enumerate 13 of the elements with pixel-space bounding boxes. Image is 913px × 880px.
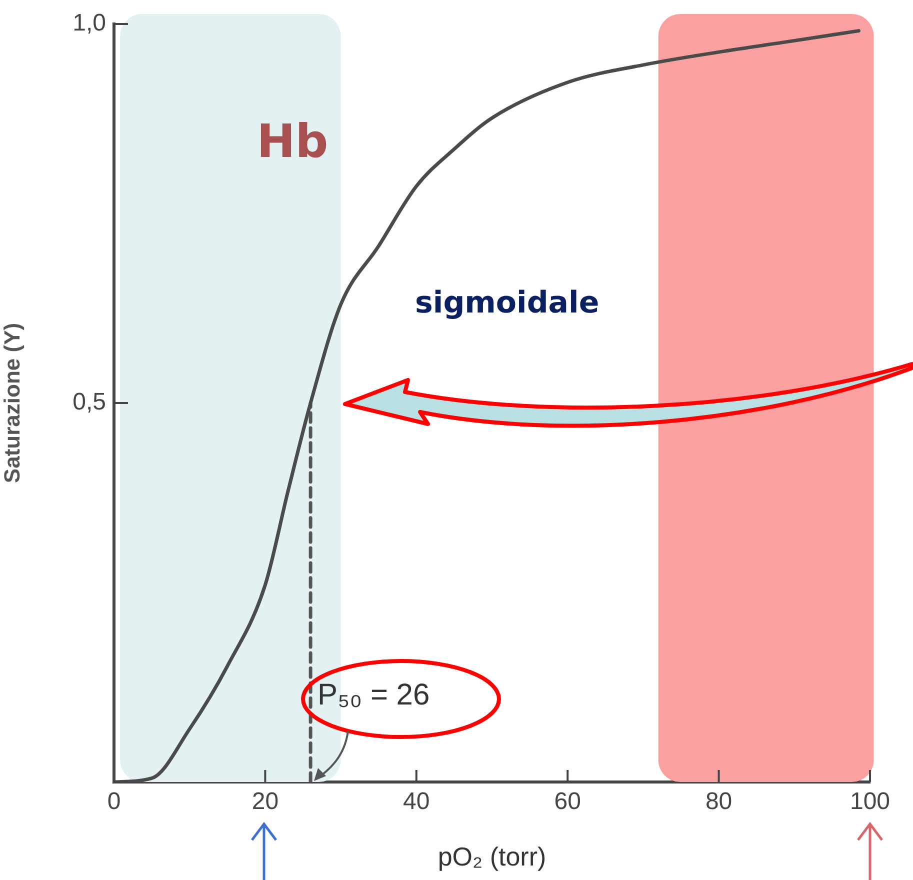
x-tick-label: 80: [705, 788, 732, 816]
y-tick-label: 1,0: [72, 10, 106, 37]
y-tick-label: 0,5: [72, 388, 106, 416]
x-tick-label: 0: [107, 788, 121, 816]
x-tick-label: 40: [403, 788, 430, 816]
x-tick-label: 100: [850, 788, 890, 816]
x-tick-label: 60: [554, 788, 581, 816]
annotation: P₅₀ = 26: [318, 678, 430, 712]
x-tick-label: 20: [252, 788, 279, 816]
annotation: Hb: [256, 114, 328, 168]
y-axis-title: Saturazione (Y): [0, 322, 24, 484]
x-axis-title: pO₂ (torr): [438, 842, 546, 872]
annotation: sigmoidale: [415, 285, 600, 320]
